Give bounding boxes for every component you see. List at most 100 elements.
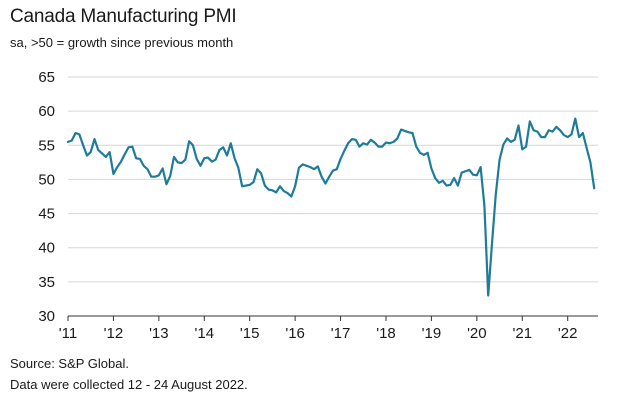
data-point (298, 167, 300, 169)
data-point (374, 141, 376, 144)
data-point (389, 142, 391, 144)
data-point (392, 141, 395, 143)
data-point (593, 187, 595, 189)
data-point (449, 184, 451, 186)
data-point (97, 149, 99, 151)
data-point (305, 165, 308, 167)
data-point (321, 176, 323, 178)
data-point (260, 172, 262, 174)
data-point (453, 177, 455, 179)
data-point (415, 146, 417, 148)
data-point (324, 182, 327, 185)
data-point (358, 146, 361, 148)
data-point (90, 151, 92, 153)
data-point (241, 185, 243, 187)
y-tick-label: 40 (38, 240, 55, 257)
data-point (540, 136, 542, 138)
data-point (313, 168, 315, 170)
data-point (222, 146, 224, 148)
data-point (199, 165, 202, 167)
x-tick-label: '13 (149, 325, 169, 342)
data-point (215, 159, 217, 161)
data-point (196, 158, 198, 160)
x-axis-ticks: '11 '12 '13 '14 '15 '16 '17 '18 '19 '20 '21 '22 (59, 315, 598, 342)
x-tick-label: '20 (467, 325, 487, 342)
data-point (468, 169, 470, 171)
data-point (343, 150, 345, 152)
data-point (165, 183, 168, 185)
data-point (506, 137, 508, 140)
data-point (536, 131, 539, 133)
data-point (336, 168, 338, 170)
data-point (438, 182, 440, 184)
y-tick-label: 35 (38, 274, 55, 291)
data-point (582, 132, 584, 134)
y-tick-label: 55 (38, 137, 55, 154)
data-point (112, 173, 115, 175)
data-point (124, 153, 126, 155)
data-point (442, 180, 444, 182)
data-point (404, 130, 406, 132)
data-point (146, 168, 149, 170)
x-tick-label: '19 (422, 325, 442, 342)
data-point (78, 133, 80, 135)
data-point (366, 144, 368, 146)
data-point (86, 154, 88, 157)
y-tick-label: 65 (38, 69, 55, 86)
data-point (158, 174, 160, 176)
x-tick-label: '22 (558, 325, 578, 342)
data-point (268, 189, 270, 191)
data-point (544, 136, 546, 138)
data-point (188, 140, 190, 142)
data-point (203, 157, 205, 159)
data-point (529, 120, 531, 122)
data-point (351, 138, 353, 140)
data-point (563, 134, 565, 136)
data-point (230, 142, 232, 144)
data-point (180, 162, 183, 164)
data-point (498, 159, 501, 161)
data-point (169, 175, 171, 177)
data-point (385, 141, 387, 144)
data-point (332, 169, 334, 172)
y-tick-label: 50 (38, 171, 55, 188)
data-point (464, 170, 467, 172)
data-point (120, 161, 122, 163)
data-point (264, 184, 266, 187)
data-point (411, 132, 414, 134)
data-point (434, 177, 436, 179)
data-point (131, 146, 133, 148)
data-point (586, 147, 588, 149)
data-point (279, 185, 281, 187)
x-tick-label: '18 (376, 325, 396, 342)
data-point (551, 131, 554, 133)
data-point (233, 157, 236, 159)
pmi-series-line (66, 117, 596, 297)
y-axis-ticks: 30 35 40 45 50 55 60 65 (38, 69, 55, 325)
x-tick-label: '15 (240, 325, 260, 342)
data-point (101, 152, 103, 155)
data-point (245, 184, 247, 187)
data-point (116, 166, 118, 168)
data-point (309, 166, 311, 168)
data-point (370, 139, 372, 141)
data-point (249, 184, 251, 186)
data-point (548, 129, 550, 131)
grid-lines (68, 76, 598, 283)
data-point (218, 149, 221, 151)
data-point (589, 161, 592, 163)
x-tick-label: '17 (331, 325, 351, 342)
data-point (362, 142, 364, 144)
data-point (192, 144, 194, 146)
data-point (427, 152, 429, 154)
data-point (502, 144, 504, 146)
data-point (328, 176, 330, 178)
data-point (93, 138, 96, 140)
data-point (419, 152, 421, 154)
data-point (355, 139, 357, 141)
data-point (445, 184, 448, 187)
data-point (127, 146, 130, 148)
data-point (211, 161, 213, 163)
series-layer (66, 117, 596, 297)
